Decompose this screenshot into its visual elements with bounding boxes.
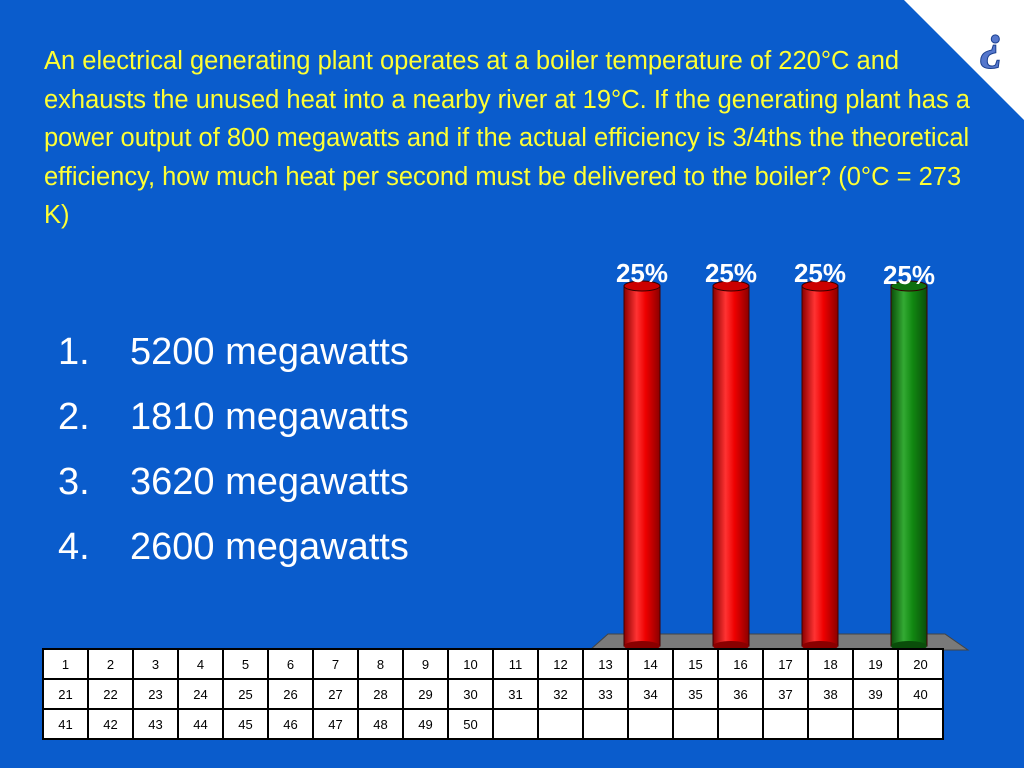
keypad-cell: 44 [177, 708, 224, 740]
keypad-cell: 46 [267, 708, 314, 740]
keypad-cell: 29 [402, 678, 449, 710]
keypad-cell: 8 [357, 648, 404, 680]
keypad-cell: 36 [717, 678, 764, 710]
keypad-cell: 38 [807, 678, 854, 710]
answer-number: 2. [58, 396, 90, 438]
data-label-1: 25% [616, 258, 668, 288]
keypad-cell: 10 [447, 648, 494, 680]
keypad-cell: 35 [672, 678, 719, 710]
keypad-cell: 22 [87, 678, 134, 710]
keypad-cell [492, 708, 539, 740]
keypad-cell [897, 708, 944, 740]
keypad-cell: 30 [447, 678, 494, 710]
bar-1 [623, 285, 661, 647]
data-label-4: 25% [883, 260, 935, 290]
keypad-cell: 17 [762, 648, 809, 680]
keypad-cell [807, 708, 854, 740]
svg-text:¿: ¿ [980, 13, 1005, 69]
bar-2 [712, 285, 750, 647]
data-label-2: 25% [705, 258, 757, 288]
answer-text: 1810 megawatts [130, 396, 409, 438]
keypad-row: 41 42 43 44 45 46 47 48 49 50 [42, 708, 944, 740]
keypad-cell: 14 [627, 648, 674, 680]
keypad-cell [762, 708, 809, 740]
data-label-3: 25% [794, 258, 846, 288]
keypad-cell: 43 [132, 708, 179, 740]
keypad-cell: 24 [177, 678, 224, 710]
keypad-cell: 12 [537, 648, 584, 680]
keypad-cell: 21 [42, 678, 89, 710]
answer-text: 3620 megawatts [130, 461, 409, 503]
corner-logo: ¿ [904, 0, 1024, 120]
keypad-cell: 34 [627, 678, 674, 710]
answer-number: 1. [58, 331, 90, 373]
bar-4 [890, 285, 928, 647]
keypad-cell: 4 [177, 648, 224, 680]
answer-option-3[interactable]: 3. 3620 megawatts [58, 452, 409, 517]
keypad-cell: 3 [132, 648, 179, 680]
bar-3 [801, 285, 839, 647]
keypad-cell: 20 [897, 648, 944, 680]
keypad-cell [672, 708, 719, 740]
keypad-cell: 5 [222, 648, 269, 680]
bar-cap-4 [890, 280, 928, 292]
answer-number: 3. [58, 461, 90, 503]
keypad-cell [852, 708, 899, 740]
keypad-cell: 48 [357, 708, 404, 740]
keypad-row: 1 2 3 4 5 6 7 8 9 10 11 12 13 14 15 16 17 18 19 20 [42, 648, 944, 680]
keypad-row: 21 22 23 24 25 26 27 28 29 30 31 32 33 34 35 36 37 38 39 40 [42, 678, 944, 710]
answer-number: 4. [58, 526, 90, 568]
answer-option-4[interactable]: 4. 2600 megawatts [58, 517, 409, 582]
keypad-cell: 26 [267, 678, 314, 710]
keypad-cell: 32 [537, 678, 584, 710]
keypad-cell [537, 708, 584, 740]
question-text: An electrical generating plant operates … [44, 47, 970, 229]
keypad-cell: 39 [852, 678, 899, 710]
keypad-cell: 19 [852, 648, 899, 680]
keypad-cell: 23 [132, 678, 179, 710]
answer-text: 2600 megawatts [130, 526, 409, 568]
answer-option-1[interactable]: 1. 5200 megawatts [58, 322, 409, 387]
keypad-cell: 7 [312, 648, 359, 680]
answer-text: 5200 megawatts [130, 331, 409, 373]
keypad-cell: 2 [87, 648, 134, 680]
keypad-cell: 25 [222, 678, 269, 710]
keypad-cell: 50 [447, 708, 494, 740]
keypad-cell: 15 [672, 648, 719, 680]
bar-cap-2 [712, 280, 750, 292]
keypad-cell: 16 [717, 648, 764, 680]
keypad-cell: 47 [312, 708, 359, 740]
answer-list: 1. 5200 megawatts 2. 1810 megawatts 3. 3620… [58, 322, 409, 582]
answer-option-2[interactable]: 2. 1810 megawatts [58, 387, 409, 452]
keypad-cell: 40 [897, 678, 944, 710]
keypad-cell: 33 [582, 678, 629, 710]
keypad-cell: 6 [267, 648, 314, 680]
keypad-cell [717, 708, 764, 740]
keypad-cell: 28 [357, 678, 404, 710]
keypad-cell: 42 [87, 708, 134, 740]
keypad-cell [582, 708, 629, 740]
keypad-cell: 41 [42, 708, 89, 740]
bar-cap-1 [623, 280, 661, 292]
keypad-cell: 11 [492, 648, 539, 680]
keypad-cell: 18 [807, 648, 854, 680]
keypad-cell: 13 [582, 648, 629, 680]
keypad-cell: 27 [312, 678, 359, 710]
bar-cap-3 [801, 280, 839, 292]
keypad-cell: 31 [492, 678, 539, 710]
keypad-cell: 1 [42, 648, 89, 680]
keypad-cell: 9 [402, 648, 449, 680]
keypad-cell: 45 [222, 708, 269, 740]
keypad-cell [627, 708, 674, 740]
keypad-cell: 49 [402, 708, 449, 740]
question-mark-logo-icon: ¿ [979, 13, 1005, 70]
keypad-cell: 37 [762, 678, 809, 710]
response-keypad-grid: 1 2 3 4 5 6 7 8 9 10 11 12 13 14 15 16 17 18 19 20 21 22 23 24 2… [42, 648, 944, 740]
